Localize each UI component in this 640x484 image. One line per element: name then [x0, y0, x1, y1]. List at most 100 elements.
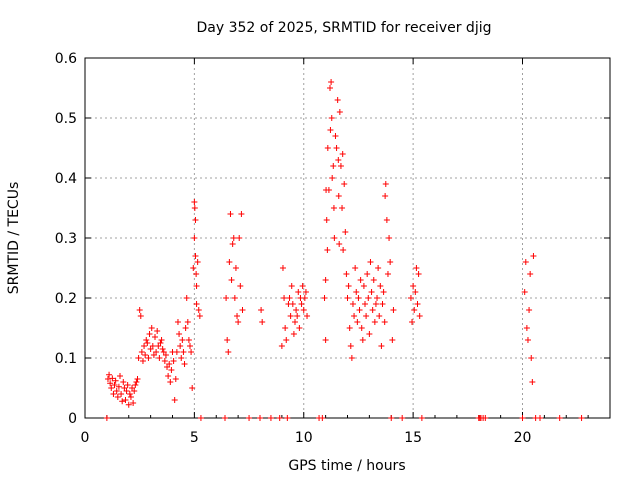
data-point — [145, 355, 152, 361]
data-point — [173, 349, 180, 355]
data-point — [339, 205, 346, 211]
data-point — [379, 301, 386, 307]
data-point — [166, 361, 173, 367]
data-point — [341, 181, 348, 187]
data-point — [103, 415, 110, 421]
data-point — [152, 334, 158, 340]
data-point — [196, 313, 203, 319]
data-point — [281, 295, 288, 301]
data-point — [384, 271, 391, 277]
data-point — [178, 355, 185, 361]
axis-ticks: 0 0.1 0.2 0.3 0.4 0.5 0.6 0 5 10 15 20 — [55, 51, 610, 446]
data-point — [259, 319, 266, 325]
data-point — [124, 382, 131, 388]
data-point — [335, 157, 342, 163]
data-point — [193, 271, 200, 277]
data-point — [184, 319, 191, 325]
data-point — [170, 358, 177, 364]
y-tick-label: 0.2 — [55, 291, 77, 307]
data-point — [363, 313, 370, 319]
data-point — [334, 97, 341, 103]
data-point — [411, 307, 418, 313]
data-point — [293, 307, 300, 313]
data-point — [191, 235, 198, 241]
data-point — [181, 361, 188, 367]
data-point — [353, 289, 360, 295]
data-point — [347, 343, 354, 349]
data-point — [374, 295, 381, 301]
data-point — [519, 415, 526, 421]
data-point — [257, 415, 263, 421]
data-point — [157, 340, 164, 346]
data-point — [284, 415, 291, 421]
data-point — [375, 265, 382, 271]
data-point — [126, 391, 133, 397]
data-point — [399, 415, 406, 421]
data-point — [158, 337, 165, 343]
data-point — [278, 343, 285, 349]
data-point — [231, 295, 238, 301]
data-point — [355, 295, 362, 301]
y-tick-label: 0.1 — [55, 351, 77, 367]
data-point — [236, 235, 243, 241]
data-point — [339, 151, 346, 157]
data-point — [360, 283, 367, 289]
data-point — [234, 313, 241, 319]
data-point — [381, 319, 388, 325]
data-point — [336, 241, 343, 247]
data-point — [106, 371, 113, 378]
data-point — [330, 205, 337, 211]
data-point — [115, 383, 122, 390]
data-point — [389, 337, 396, 343]
data-point — [365, 295, 372, 301]
data-point — [386, 235, 393, 241]
data-point — [132, 382, 139, 388]
data-point — [524, 337, 531, 343]
data-point — [138, 349, 145, 355]
data-point — [366, 331, 373, 337]
data-point — [382, 193, 389, 199]
data-point — [358, 325, 365, 331]
data-point — [323, 217, 330, 223]
data-point — [228, 277, 235, 283]
data-point — [332, 133, 339, 139]
data-point — [167, 379, 174, 385]
data-point — [142, 352, 149, 358]
data-point — [343, 271, 350, 277]
data-point — [117, 373, 123, 379]
data-point — [176, 331, 183, 337]
data-point — [162, 352, 169, 358]
x-tick-label: 10 — [295, 430, 313, 446]
data-point — [131, 388, 138, 394]
data-point — [335, 193, 342, 199]
data-point — [367, 259, 374, 265]
data-point — [331, 235, 338, 241]
data-point — [144, 340, 151, 346]
data-point — [161, 358, 168, 364]
data-point — [295, 289, 302, 295]
data-point — [357, 277, 364, 283]
data-point — [104, 376, 111, 382]
data-point — [141, 343, 148, 349]
data-point — [382, 181, 389, 187]
data-point — [390, 307, 397, 313]
data-point — [143, 337, 150, 343]
data-point — [137, 313, 144, 319]
data-point — [156, 355, 163, 361]
data-point — [418, 415, 425, 421]
data-point — [174, 319, 181, 325]
data-point — [319, 415, 326, 421]
data-point — [414, 301, 421, 307]
data-point — [578, 415, 585, 421]
data-point — [222, 415, 228, 421]
data-point — [225, 349, 232, 355]
data-point — [368, 289, 375, 295]
data-point — [348, 355, 355, 361]
data-point — [322, 337, 329, 343]
x-tick-label: 15 — [404, 430, 422, 446]
data-point — [380, 289, 387, 295]
data-point — [288, 283, 295, 289]
data-point — [286, 295, 293, 301]
data-point — [189, 385, 196, 391]
data-point — [412, 289, 419, 295]
